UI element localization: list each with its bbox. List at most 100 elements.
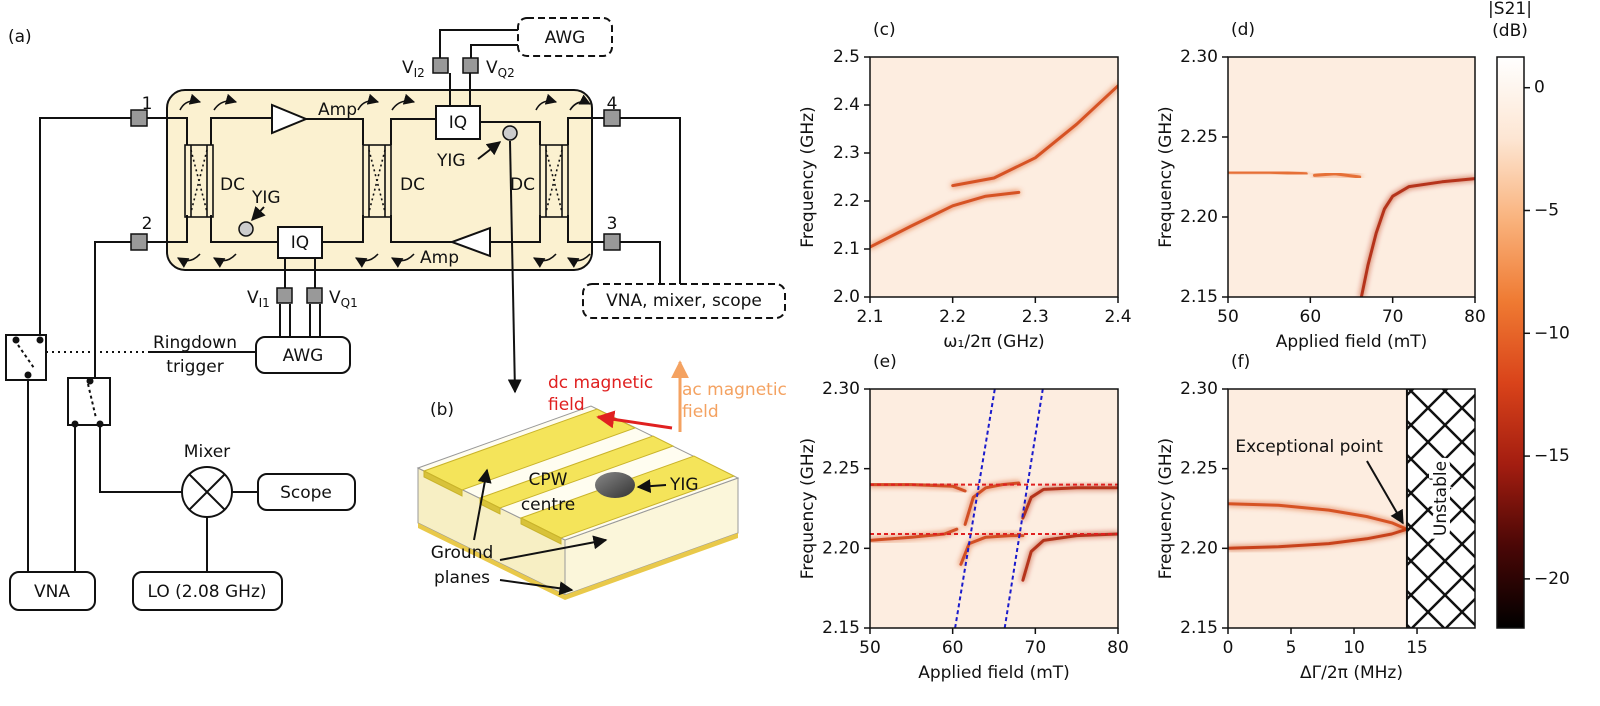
x-tick-label: 2.4	[1104, 307, 1131, 327]
plots: 2.1 2.2 2.3 2.42.02.12.22.32.42.5ω₁/2π (GHz…	[798, 0, 1570, 683]
voltage-main: V	[402, 58, 414, 78]
plot-frame	[869, 56, 1119, 298]
circuit-diagram-part	[71, 420, 79, 428]
awg-label: AWG	[545, 28, 586, 48]
yig-label: YIG	[251, 188, 281, 208]
circuit-diagram-part-part	[533, 253, 557, 268]
circuit-diagram-part	[147, 215, 604, 243]
unstable-region	[1406, 389, 1475, 628]
circuit-diagram-part	[184, 144, 569, 218]
circuit-diagram-part	[130, 233, 148, 251]
circuit-diagram-part	[582, 283, 786, 319]
y-tick-label: 2.15	[822, 618, 860, 638]
port-label: 2	[142, 214, 153, 234]
colorbar-tick-label: −20	[1534, 569, 1570, 589]
circuit-diagram-part-part	[391, 93, 416, 111]
voltage-sub: Q1	[341, 296, 358, 310]
circuit-diagram-part-part	[368, 149, 386, 213]
circuit-diagram-part	[251, 205, 266, 222]
cpw-label: CPW	[529, 470, 568, 490]
circuit-diagram-part	[603, 109, 621, 127]
resonance-ridge	[870, 483, 967, 493]
x-tick-label: 2.3	[1022, 307, 1049, 327]
plot-frame	[1227, 388, 1476, 629]
x-tick-label: 80	[1464, 307, 1486, 327]
resonance-ridge	[951, 84, 1118, 188]
amp-label: Amp	[420, 248, 459, 268]
voltage-sub: I1	[259, 296, 270, 310]
device-sketch-part	[499, 579, 574, 596]
circuit-diagram-part	[96, 420, 104, 428]
ac-field-label: field	[682, 402, 719, 422]
circuit-diagram-part	[279, 258, 321, 337]
voltage-main: V	[486, 58, 498, 78]
device-sketch-part-part	[520, 517, 562, 545]
panel-label: (f)	[1231, 352, 1250, 372]
resonance-ridge	[870, 527, 959, 542]
dc-field-label: field	[548, 395, 585, 415]
y-axis-label: Frequency (GHz)	[1156, 438, 1176, 579]
ground-label: planes	[434, 568, 490, 588]
trigger-label: trigger	[166, 357, 223, 377]
circuit-diagram-part-part	[213, 93, 238, 111]
x-tick-label: 70	[1382, 307, 1404, 327]
circuit-diagram-part	[177, 93, 592, 268]
device-sketch-part	[636, 479, 667, 494]
voltage-label: VI2	[402, 58, 425, 80]
mixer-label: Mixer	[184, 442, 230, 462]
circuit-diagram-part	[435, 105, 481, 140]
y-tick-label: 2.25	[1180, 459, 1218, 479]
colorbar-tick-label: −10	[1534, 323, 1570, 343]
colorbar-label: |S21|	[1488, 0, 1532, 19]
panel-label: (c)	[873, 20, 896, 40]
circuit-diagram-part	[517, 17, 613, 57]
circuit-diagram-part-part	[368, 145, 386, 217]
circuit-diagram-part-part	[177, 253, 201, 268]
y-axis-label: Frequency (GHz)	[1156, 106, 1176, 247]
circuit-diagram-part-part	[355, 253, 379, 268]
iq-label: IQ	[449, 113, 467, 133]
colorbar-tick-label: 0	[1534, 78, 1545, 98]
x-axis-label: ΔΓ/2π (MHz)	[1300, 663, 1403, 683]
plot-content	[870, 389, 1118, 628]
circuit-diagram-part	[439, 29, 518, 106]
x-tick-label: 50	[859, 638, 881, 658]
circuit-diagram-part	[603, 233, 621, 251]
plot-content	[870, 84, 1118, 249]
x-tick-label: 50	[1217, 307, 1239, 327]
circuit-diagram-part	[257, 473, 356, 511]
voltage-label: VQ2	[486, 58, 515, 80]
port-label: 3	[607, 214, 618, 234]
voltage-main: V	[329, 288, 341, 308]
ground-label: Ground	[431, 543, 494, 563]
circuit-diagram-part-part	[190, 149, 208, 213]
plot-background	[870, 389, 1118, 628]
voltage-label: VI1	[247, 288, 270, 310]
x-tick-label: 2.1	[856, 307, 883, 327]
y-tick-label: 2.25	[822, 459, 860, 479]
yig-label: YIG	[669, 475, 699, 495]
annotation-arrow	[1366, 460, 1404, 525]
colorbar	[1496, 56, 1525, 629]
circuit-diagram-part	[86, 377, 94, 385]
circuit-diagram-part-part	[179, 93, 202, 111]
port-label: 1	[142, 94, 153, 114]
dc-field-label: dc magnetic	[548, 373, 653, 393]
y-tick-label: 2.5	[833, 47, 860, 67]
resonance-ridge	[959, 534, 1025, 566]
plot-content	[1228, 170, 1475, 297]
circuit-diagram-part-part	[362, 144, 392, 218]
circuit-diagram-part	[271, 103, 309, 135]
annotation: Exceptional point	[1235, 437, 1383, 457]
y-tick-label: 2.1	[833, 239, 860, 259]
circuit-diagram-part	[276, 287, 293, 304]
voltage-main: V	[247, 288, 259, 308]
colorbar-tick-label: −15	[1534, 446, 1570, 466]
dc-label: DC	[400, 175, 425, 195]
resonance-ridge	[1021, 486, 1118, 520]
resonance-ridge	[1228, 527, 1409, 550]
circuit-diagram-part	[24, 371, 32, 379]
device-sketch-part-part	[479, 497, 501, 515]
y-tick-label: 2.25	[1180, 127, 1218, 147]
